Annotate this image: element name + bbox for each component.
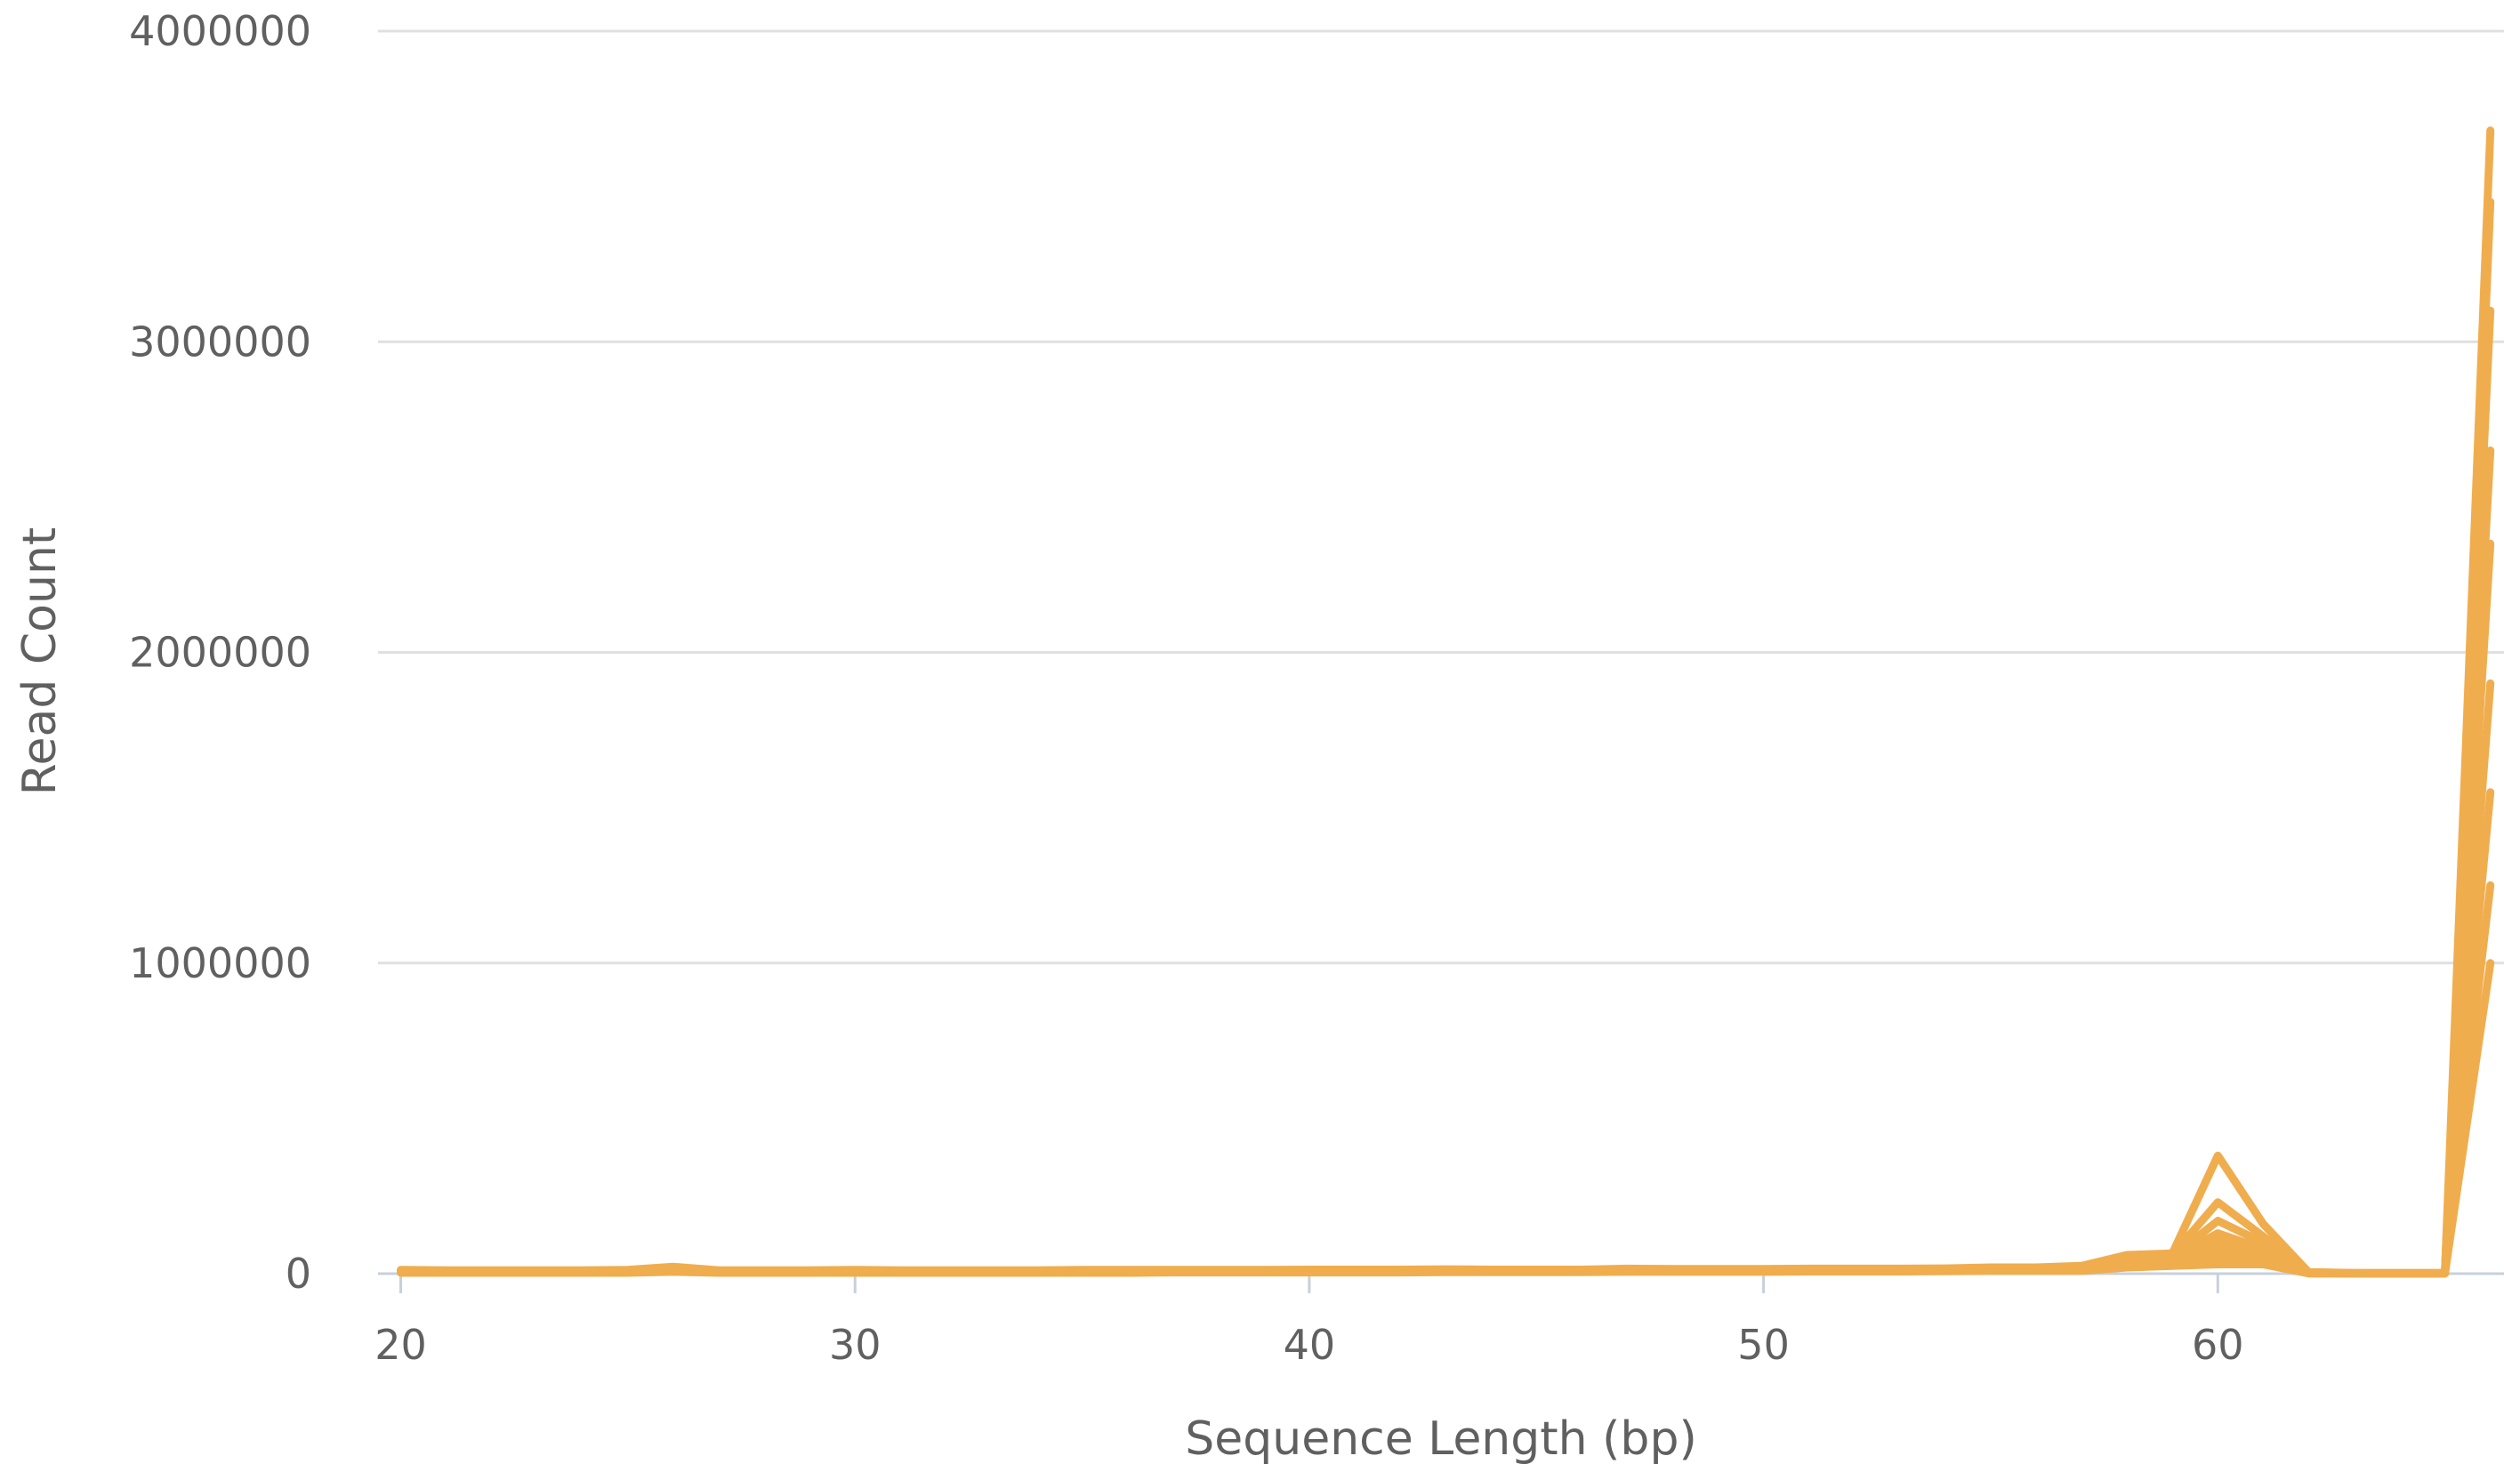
x-axis-ticks: 20 30 40 50 60 <box>374 1274 2244 1369</box>
y-tick-label: 2000000 <box>129 629 311 677</box>
x-tick-label: 20 <box>374 1321 427 1369</box>
x-tick-label: 60 <box>2192 1321 2244 1369</box>
y-axis-title: Read Count <box>13 527 67 796</box>
y-tick-label: 0 <box>286 1250 311 1298</box>
x-axis-title: Sequence Length (bp) <box>1185 1412 1697 1466</box>
x-tick-label: 40 <box>1284 1321 1336 1369</box>
y-tick-label: 3000000 <box>129 318 311 366</box>
y-axis-tick-labels: 0 1000000 2000000 3000000 4000000 <box>129 7 311 1298</box>
x-tick-label: 30 <box>829 1321 882 1369</box>
series-line <box>397 126 2495 1277</box>
x-tick-label: 50 <box>1737 1321 1790 1369</box>
series-lines <box>397 126 2495 1278</box>
y-tick-label: 1000000 <box>129 939 311 987</box>
series-line <box>397 881 2495 1278</box>
series-line <box>397 446 2495 1278</box>
series-line <box>397 788 2495 1278</box>
series-line <box>397 959 2495 1278</box>
gridlines <box>378 29 2504 965</box>
series-line <box>397 197 2495 1277</box>
series-line <box>397 306 2495 1278</box>
series-line <box>397 679 2495 1278</box>
y-tick-label: 4000000 <box>129 7 311 55</box>
